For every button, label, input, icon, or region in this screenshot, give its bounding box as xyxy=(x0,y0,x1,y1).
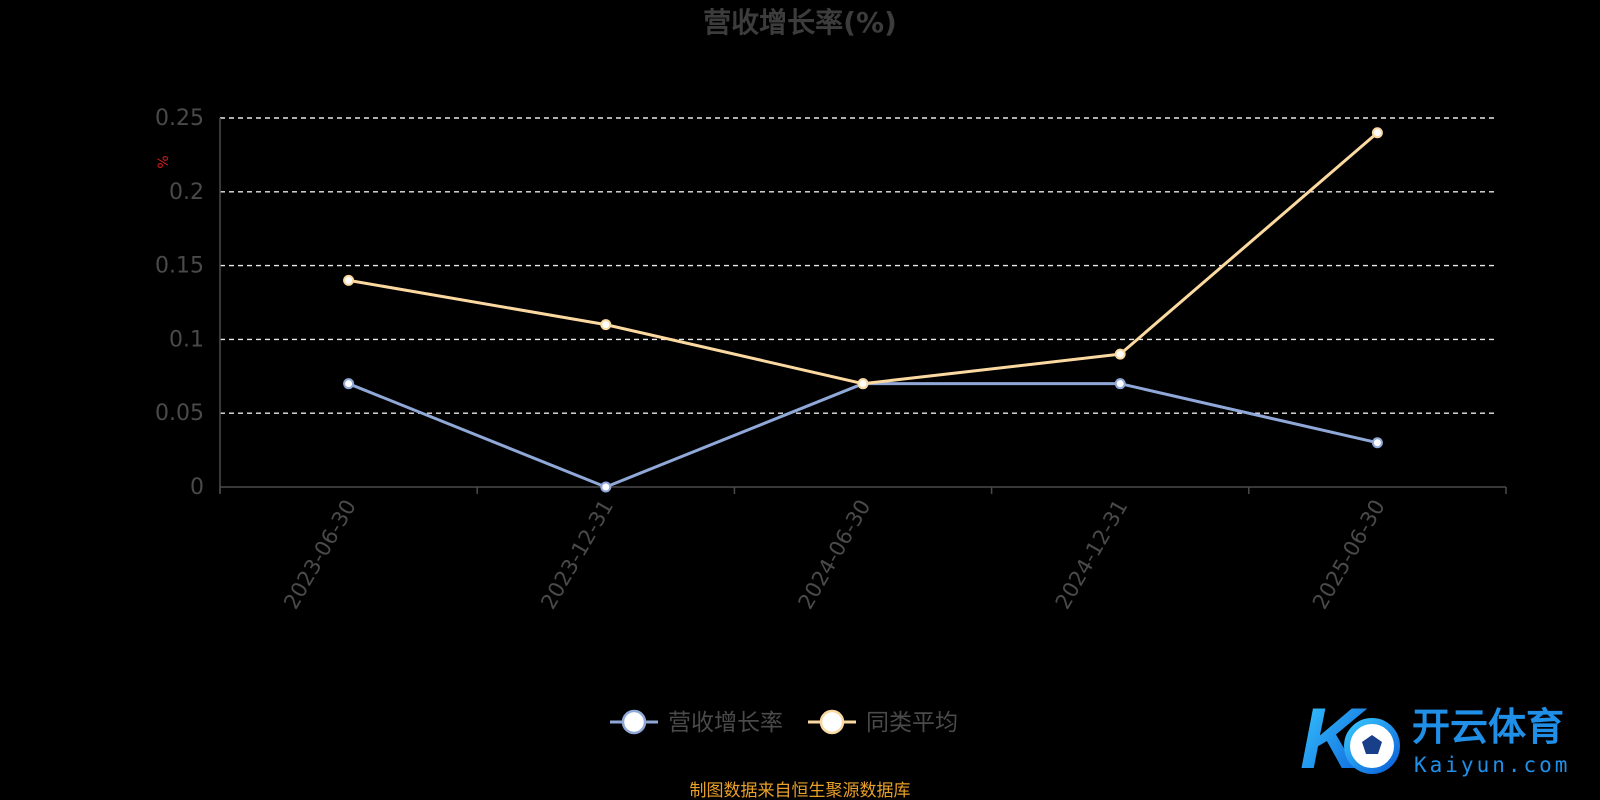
y-tick-label: 0 xyxy=(190,475,204,500)
logo-text-en: Kaiyun.com xyxy=(1414,753,1570,777)
x-tick-label: 2024-12-31 xyxy=(1051,496,1133,614)
series-layer xyxy=(343,127,1383,493)
series-line-1 xyxy=(348,382,1378,489)
logo-text-cn: 开云体育 xyxy=(1412,705,1564,749)
legend-item-2[interactable]: 同类平均 xyxy=(808,709,958,736)
chart-title: 营收增长率(%) xyxy=(703,6,897,39)
legend: 营收增长率 同类平均 xyxy=(610,709,958,736)
data-point xyxy=(1371,127,1383,139)
x-tick-label: 2025-06-30 xyxy=(1308,496,1390,614)
axes: 0 0.05 0.1 0.15 0.2 0.25 2023-06-30 2023-12-31 2… xyxy=(155,106,1507,614)
data-point xyxy=(343,378,355,390)
y-tick-label: 0.15 xyxy=(155,254,204,279)
soccer-ball-pattern xyxy=(1362,735,1382,754)
data-point xyxy=(600,319,612,331)
y-tick-label: 0.2 xyxy=(169,180,204,205)
y-tick-label: 0.25 xyxy=(155,106,204,131)
data-point xyxy=(343,274,355,286)
legend-marker xyxy=(819,709,845,735)
y-tick-label: 0.1 xyxy=(169,327,204,352)
legend-label: 同类平均 xyxy=(866,710,958,736)
data-point xyxy=(1114,378,1126,390)
x-tick-label: 2023-06-30 xyxy=(279,496,361,614)
data-point xyxy=(857,378,869,390)
legend-item-1[interactable]: 营收增长率 xyxy=(610,709,783,736)
legend-label: 营收增长率 xyxy=(668,710,783,736)
data-source-note: 制图数据来自恒生聚源数据库 xyxy=(690,781,911,800)
y-axis-unit-label: % xyxy=(156,155,172,168)
data-point xyxy=(1114,348,1126,360)
legend-marker xyxy=(621,709,647,735)
x-tick-label: 2023-12-31 xyxy=(536,496,618,614)
x-tick-label: 2024-06-30 xyxy=(794,496,876,614)
grid-lines xyxy=(220,117,1498,414)
data-point xyxy=(1371,437,1383,449)
series-line-2 xyxy=(348,131,1379,386)
data-point xyxy=(600,481,612,493)
y-tick-label: 0.05 xyxy=(155,401,204,426)
brand-logo: K 开云体育 Kaiyun.com xyxy=(1300,691,1570,786)
